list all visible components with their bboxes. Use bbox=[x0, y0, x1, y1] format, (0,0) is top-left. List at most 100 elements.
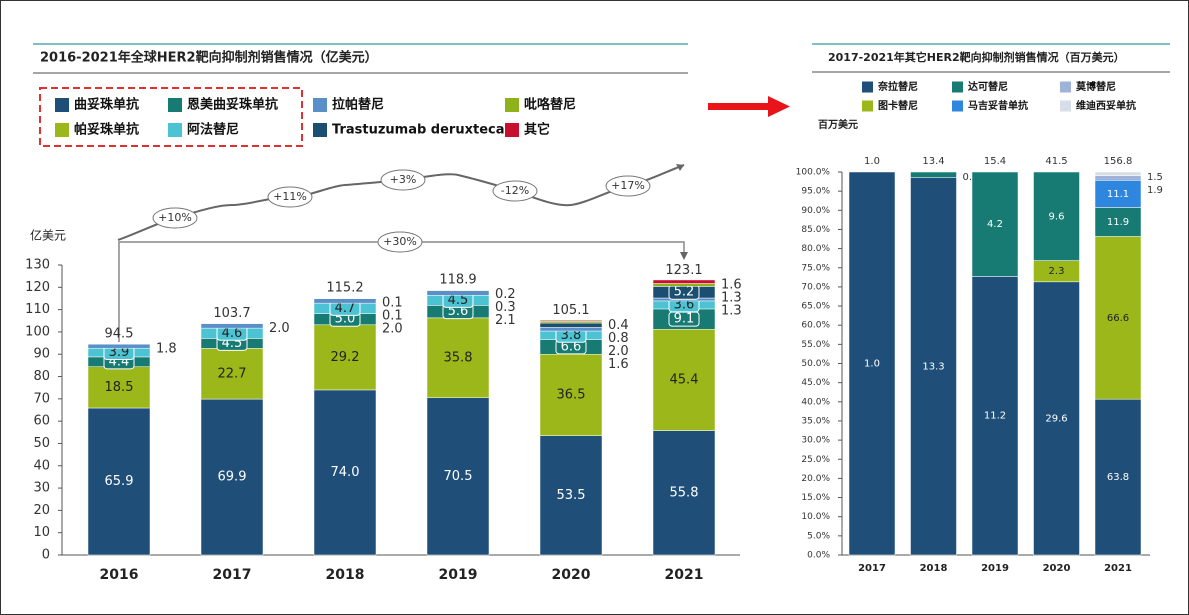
side-label: 2.0 bbox=[608, 344, 629, 359]
side-label: 0.4 bbox=[608, 318, 629, 333]
bar-segment bbox=[1094, 175, 1142, 181]
legend-label: Trastuzumab deruxtecan bbox=[332, 123, 514, 138]
x-tick-label: 2020 bbox=[552, 567, 591, 583]
value-label: 4.6 bbox=[222, 326, 243, 341]
side-label: 1.6 bbox=[608, 357, 629, 372]
legend-swatch bbox=[952, 100, 963, 112]
bar-segment bbox=[848, 171, 896, 556]
bar-segment bbox=[426, 290, 490, 296]
legend-label: 其它 bbox=[524, 122, 550, 138]
bar-segment bbox=[910, 177, 957, 556]
y-tick-label: 10.0% bbox=[801, 512, 830, 522]
y-tick-label: 40 bbox=[33, 458, 50, 473]
value-label: 65.9 bbox=[105, 474, 134, 489]
y-tick-label: 35.0% bbox=[801, 416, 830, 426]
y-tick-label: 0 bbox=[42, 548, 50, 563]
y-tick-label: 90.0% bbox=[801, 206, 830, 216]
bar-segment bbox=[313, 389, 377, 556]
bar-segment bbox=[426, 397, 490, 556]
y-tick-label: 10 bbox=[33, 525, 50, 540]
side-label: 0.2 bbox=[495, 287, 516, 302]
legend-swatch bbox=[505, 123, 519, 137]
bar-segment bbox=[652, 328, 716, 431]
legend-label: 维迪西妥单抗 bbox=[1076, 99, 1136, 112]
y-tick-label: 80.0% bbox=[801, 244, 830, 254]
value-label: 74.0 bbox=[331, 465, 360, 480]
bar-segment bbox=[87, 407, 151, 556]
bar-segment bbox=[426, 317, 490, 398]
bar-segment bbox=[539, 435, 603, 556]
x-tick-label: 2020 bbox=[1043, 563, 1071, 574]
y-tick-label: 95.0% bbox=[801, 187, 830, 197]
legend-label: 拉帕替尼 bbox=[332, 97, 384, 113]
annotation: +11% bbox=[273, 190, 307, 203]
legend-label: 吡咯替尼 bbox=[524, 97, 576, 113]
bar-segment bbox=[87, 343, 151, 349]
value-label: 35.8 bbox=[444, 350, 473, 365]
side-label: 1.3 bbox=[721, 290, 742, 305]
total-label: 103.7 bbox=[213, 306, 250, 321]
total-label: 13.4 bbox=[922, 156, 944, 167]
value-label: 4.7 bbox=[335, 301, 356, 316]
y-tick-label: 0.0% bbox=[807, 551, 830, 561]
annotation-bubble bbox=[267, 186, 313, 208]
legend-highlight bbox=[39, 87, 303, 147]
bar-segment bbox=[971, 276, 1019, 556]
chart-title: 2017-2021年其它HER2靶向抑制剂销售情况（百万美元） bbox=[828, 50, 1125, 64]
y-tick-label: 50.0% bbox=[801, 359, 830, 369]
bar-segment bbox=[652, 430, 716, 556]
value-label: 1.0 bbox=[864, 359, 880, 370]
value-label: 66.6 bbox=[1107, 313, 1129, 324]
bar-segment bbox=[200, 348, 264, 400]
legend-label: 莫博替尼 bbox=[1075, 80, 1116, 93]
y-tick-label: 130 bbox=[25, 258, 50, 273]
y-tick-label: 65.0% bbox=[801, 302, 830, 312]
x-tick-label: 2018 bbox=[326, 567, 365, 583]
value-label: 11.2 bbox=[984, 411, 1006, 422]
annotation: +10% bbox=[158, 211, 192, 224]
legend-swatch bbox=[55, 98, 69, 112]
y-tick-label: 110 bbox=[25, 302, 50, 317]
x-tick-label: 2021 bbox=[1104, 563, 1132, 574]
total-label: 94.5 bbox=[105, 327, 134, 342]
annotation-bubble bbox=[152, 207, 198, 229]
y-tick-label: 90 bbox=[33, 347, 50, 362]
legend-label: 达可替尼 bbox=[968, 80, 1008, 93]
value-label: 29.6 bbox=[1045, 413, 1067, 424]
bar-segment bbox=[313, 298, 377, 304]
legend-label: 图卡替尼 bbox=[878, 99, 918, 112]
bar-segment bbox=[1094, 180, 1142, 208]
value-label: 11.1 bbox=[1107, 189, 1129, 200]
link-arrow bbox=[768, 96, 790, 117]
x-tick-label: 2017 bbox=[213, 567, 252, 583]
annotation: -12% bbox=[501, 184, 529, 197]
x-tick-label: 2018 bbox=[920, 563, 948, 574]
chart-title: 2016-2021年全球HER2靶向抑制剂销售情况（亿美元） bbox=[40, 50, 378, 66]
legend-swatch bbox=[168, 98, 182, 112]
bar-segment bbox=[1033, 281, 1080, 556]
value-label: 4.2 bbox=[987, 219, 1003, 230]
y-tick-label: 75.0% bbox=[801, 263, 830, 273]
x-tick-label: 2016 bbox=[100, 567, 139, 583]
value-label: 69.9 bbox=[218, 470, 247, 485]
annotation: +3% bbox=[390, 173, 417, 186]
value-label: 2.3 bbox=[1049, 266, 1065, 277]
legend-label: 帕妥珠单抗 bbox=[74, 122, 139, 138]
annotation-bubble bbox=[380, 169, 426, 191]
value-label: 55.8 bbox=[670, 485, 699, 500]
value-label: 4.5 bbox=[448, 293, 469, 308]
bar-segment bbox=[539, 320, 603, 322]
y-tick-label: 80 bbox=[33, 369, 50, 384]
side-label: 0.8 bbox=[608, 331, 629, 346]
y-tick-label: 5.0% bbox=[807, 531, 830, 541]
side-label: 0.2 bbox=[963, 172, 979, 183]
legend-swatch bbox=[505, 98, 519, 112]
value-label: 6.6 bbox=[561, 339, 582, 354]
legend-label: 曲妥珠单抗 bbox=[74, 97, 139, 113]
bar-segment bbox=[1094, 171, 1142, 176]
y-tick-label: 55.0% bbox=[801, 340, 830, 350]
legend-label: 奈拉替尼 bbox=[877, 80, 918, 93]
x-tick-label: 2019 bbox=[981, 563, 1009, 574]
legend-swatch bbox=[313, 123, 327, 137]
